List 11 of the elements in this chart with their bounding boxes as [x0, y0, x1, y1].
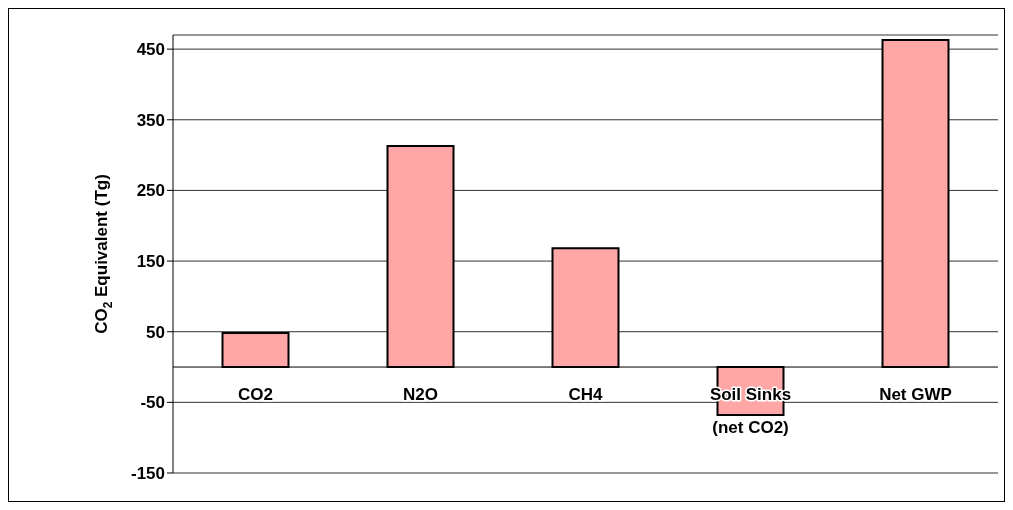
y-tick-label: 50 [146, 322, 165, 342]
y-tick-label: 250 [136, 181, 165, 201]
x-tick-label: N2O [403, 385, 438, 405]
y-tick-label: -150 [130, 464, 165, 484]
y-tick-label: 350 [136, 110, 165, 130]
x-tick-label: CO2 [238, 385, 273, 405]
x-tick-label: CH4 [568, 385, 604, 405]
y-tick-label: -50 [140, 393, 165, 413]
x-tick-label: Net GWP [879, 385, 952, 405]
y-tick-label: 450 [136, 40, 165, 60]
y-tick-label: 150 [136, 252, 165, 272]
